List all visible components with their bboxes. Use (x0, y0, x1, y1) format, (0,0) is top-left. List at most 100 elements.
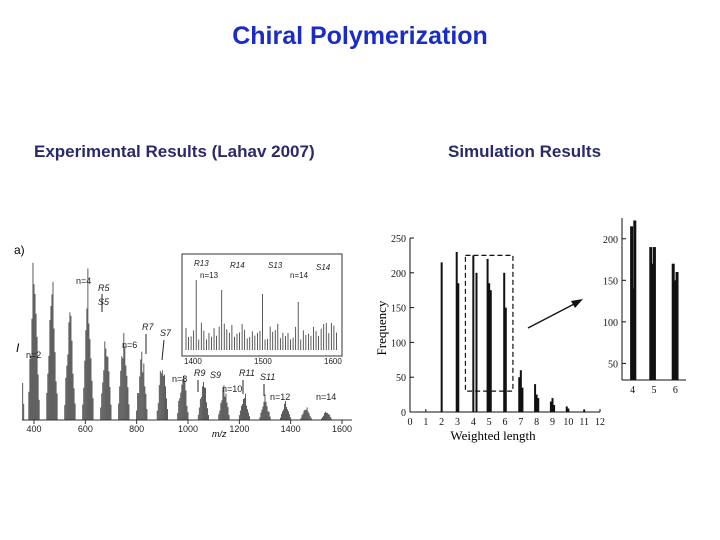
spectrum-x-tick-label: 1400 (281, 424, 301, 434)
zoom-bar (649, 247, 653, 380)
main-bar (504, 307, 507, 412)
annotation-n6: n=6 (122, 340, 137, 350)
annotation-arrows (101, 294, 265, 396)
main-y-tick-label: 0 (401, 408, 406, 419)
main-x-tick-label: 3 (455, 417, 460, 428)
annotation-n8: n=8 (172, 374, 187, 384)
experimental-heading: Experimental Results (Lahav 2007) (34, 142, 315, 161)
main-bar (440, 262, 443, 412)
main-bar (549, 401, 552, 412)
main-x-tick-label: 5 (487, 417, 492, 428)
spectrum-x-tick-label: 400 (26, 424, 41, 434)
main-bar (535, 394, 538, 412)
main-y-tick-label: 200 (391, 269, 406, 280)
zoom-y-tick-label: 100 (603, 318, 618, 329)
main-x-tick-label: 9 (550, 417, 555, 428)
experimental-spectrum: a) I 400 600 800 1000 1200 1400 1600 m/z n=4 R… (14, 243, 352, 438)
annotation-s9: S9 (210, 370, 221, 380)
main-bar (534, 384, 537, 412)
simulation-heading: Simulation Results (448, 142, 602, 161)
main-x-tick-label: 8 (534, 417, 539, 428)
zoom-y-tick-label: 150 (603, 276, 618, 287)
spectrum-inset: 1400 1500 1600 R13 R14 S13 S14 n=13 n=14 (181, 253, 343, 366)
spectrum-x-tick-label: 600 (78, 424, 93, 434)
spectrum-annotations: n=4 R5 S5 R7 S7 n=2 n=6 n=8 R9 S9 n=10 R… (26, 276, 336, 402)
main-bar (503, 272, 506, 412)
main-bar (519, 370, 522, 412)
zoom-x-tick-label: 4 (630, 385, 635, 396)
annotation-r9: R9 (194, 368, 206, 378)
annotation-s11: S11 (260, 372, 275, 382)
zoom-bar (671, 263, 675, 380)
spectrum-x-tick-label: 1600 (332, 424, 352, 434)
zoom-bar (673, 280, 677, 380)
main-bar (455, 251, 458, 412)
annotation-n10: n=10 (222, 384, 242, 394)
annotation-r11: R11 (239, 368, 255, 378)
inset-annotation-n13: n=13 (200, 271, 219, 280)
inset-tick-1500: 1500 (254, 357, 272, 366)
main-bar (565, 406, 568, 412)
main-bar (567, 408, 570, 412)
spectrum-x-tick-label: 1200 (229, 424, 249, 434)
main-x-tick-label: 11 (579, 417, 589, 428)
main-x-tick-label: 12 (595, 417, 605, 428)
inset-tick-1400: 1400 (184, 357, 202, 366)
zoom-region-box (464, 254, 514, 392)
main-y-tick-label: 50 (396, 373, 406, 384)
main-bar (551, 398, 554, 412)
annotation-r7: R7 (142, 322, 154, 332)
inset-annotation-s13: S13 (268, 261, 283, 270)
main-x-tick-label: 2 (439, 417, 444, 428)
y-axis-label: Frequency (374, 300, 389, 355)
zoom-bar (652, 247, 656, 380)
inset-annotation-n14: n=14 (290, 271, 309, 280)
main-x-tick-label: 4 (471, 417, 476, 428)
inset-peaks (185, 280, 337, 350)
spectrum-peaks (22, 262, 333, 420)
annotation-r5: R5 (98, 283, 110, 293)
main-bar (486, 258, 489, 412)
annotation-s7: S7 (160, 328, 172, 338)
zoom-arrow-head (571, 299, 583, 308)
annotation-s5: S5 (98, 297, 110, 307)
spectrum-x-tick-label: 1000 (178, 424, 198, 434)
main-bar (472, 255, 475, 412)
main-bar (553, 405, 556, 412)
zoom-arrow-line (527, 301, 579, 329)
annotation-n2: n=2 (26, 350, 41, 360)
spectrum-x-label: m/z (212, 429, 227, 438)
main-bar (457, 283, 460, 412)
main-x-tick-label: 6 (503, 417, 508, 428)
zoom-x-tick-label: 6 (673, 385, 678, 396)
main-bar (475, 272, 478, 412)
inset-annotation-r14: R14 (230, 261, 245, 270)
inset-tick-1600: 1600 (324, 357, 342, 366)
panel-label: a) (14, 243, 25, 257)
main-y-tick-label: 100 (391, 338, 406, 349)
annotation-n4: n=4 (76, 276, 91, 286)
annotation-n12: n=12 (270, 392, 290, 402)
main-x-tick-label: 10 (563, 417, 573, 428)
spectrum-x-tick-label: 800 (129, 424, 144, 434)
zoom-histogram: 50 100 150 200 4 5 6 (603, 218, 686, 396)
spectrum-x-ticks: 400 600 800 1000 1200 1400 1600 (26, 420, 352, 434)
zoom-y-tick-label: 50 (608, 359, 618, 370)
page-title: Chiral Polymerization (232, 22, 488, 50)
zoom-y-tick-label: 200 (603, 235, 618, 246)
main-y-tick-label: 150 (391, 304, 406, 315)
main-y-tick-label: 250 (391, 234, 406, 245)
main-x-tick-label: 0 (408, 417, 413, 428)
y-axis-label: I (16, 341, 20, 355)
inset-annotation-r13: R13 (194, 259, 209, 268)
main-bar (521, 387, 524, 412)
zoom-bar (675, 272, 679, 380)
main-bar (489, 290, 492, 412)
annotation-n14: n=14 (316, 392, 336, 402)
x-axis-label: Weighted length (450, 428, 536, 443)
main-bar (537, 398, 540, 412)
main-bar (518, 377, 521, 412)
main-x-tick-label: 1 (423, 417, 428, 428)
